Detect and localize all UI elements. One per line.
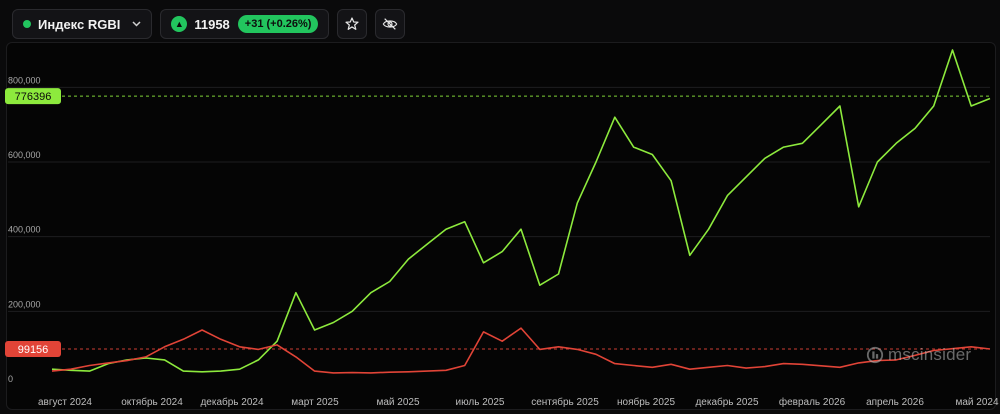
favorite-button[interactable] — [337, 9, 368, 39]
ticker-selector[interactable]: Индекс RGBI — [12, 9, 153, 39]
y-tick-label: 200,000 — [8, 299, 41, 309]
x-tick-label: ноябрь 2025 — [617, 396, 675, 408]
y-tick-label: 0 — [8, 374, 13, 384]
hide-button[interactable] — [375, 9, 406, 39]
x-tick-label: октябрь 2024 — [121, 396, 183, 408]
x-tick-label: апрель 2026 — [866, 397, 924, 408]
status-dot — [23, 20, 31, 28]
x-tick-label: февраль 2026 — [779, 396, 846, 408]
series-line-1 — [51, 327, 991, 374]
y-tick-label: 600,000 — [8, 150, 41, 160]
x-tick-label: июль 2025 — [456, 397, 505, 408]
star-icon — [345, 17, 360, 30]
chevron-down-icon — [132, 19, 141, 30]
x-tick-label: май 2024 — [955, 397, 998, 408]
eye-off-icon — [383, 18, 398, 30]
x-tick-label: декабрь 2025 — [695, 396, 759, 408]
price-label-green: 776396 — [15, 91, 52, 103]
x-tick-label: декабрь 2024 — [200, 396, 264, 408]
price-label-bg-green — [5, 88, 61, 105]
price-label-bg-red — [5, 340, 61, 357]
toolbar: Индекс RGBI ▲ 11958 +31 (+0.26%) — [12, 8, 406, 40]
x-tick-label: сентябрь 2025 — [531, 396, 599, 408]
watermark-text: mscinsider — [888, 345, 972, 364]
arrow-up-icon: ▲ — [171, 16, 188, 32]
x-tick-label: август 2024 — [38, 397, 92, 408]
price-label-red: 99156 — [18, 344, 49, 356]
ticker-name: Индекс RGBI — [38, 16, 121, 32]
y-tick-label: 400,000 — [8, 225, 41, 235]
y-tick-label: 800,000 — [8, 75, 41, 85]
x-tick-label: май 2025 — [376, 397, 419, 408]
x-tick-label: март 2025 — [291, 397, 339, 408]
price-box: ▲ 11958 +31 (+0.26%) — [160, 9, 330, 39]
watermark: mscinsider — [866, 345, 971, 365]
last-price: 11958 — [194, 16, 230, 32]
price-change-badge: +31 (+0.26%) — [237, 15, 319, 33]
series-line-0 — [51, 49, 991, 373]
logo-icon — [866, 346, 884, 364]
